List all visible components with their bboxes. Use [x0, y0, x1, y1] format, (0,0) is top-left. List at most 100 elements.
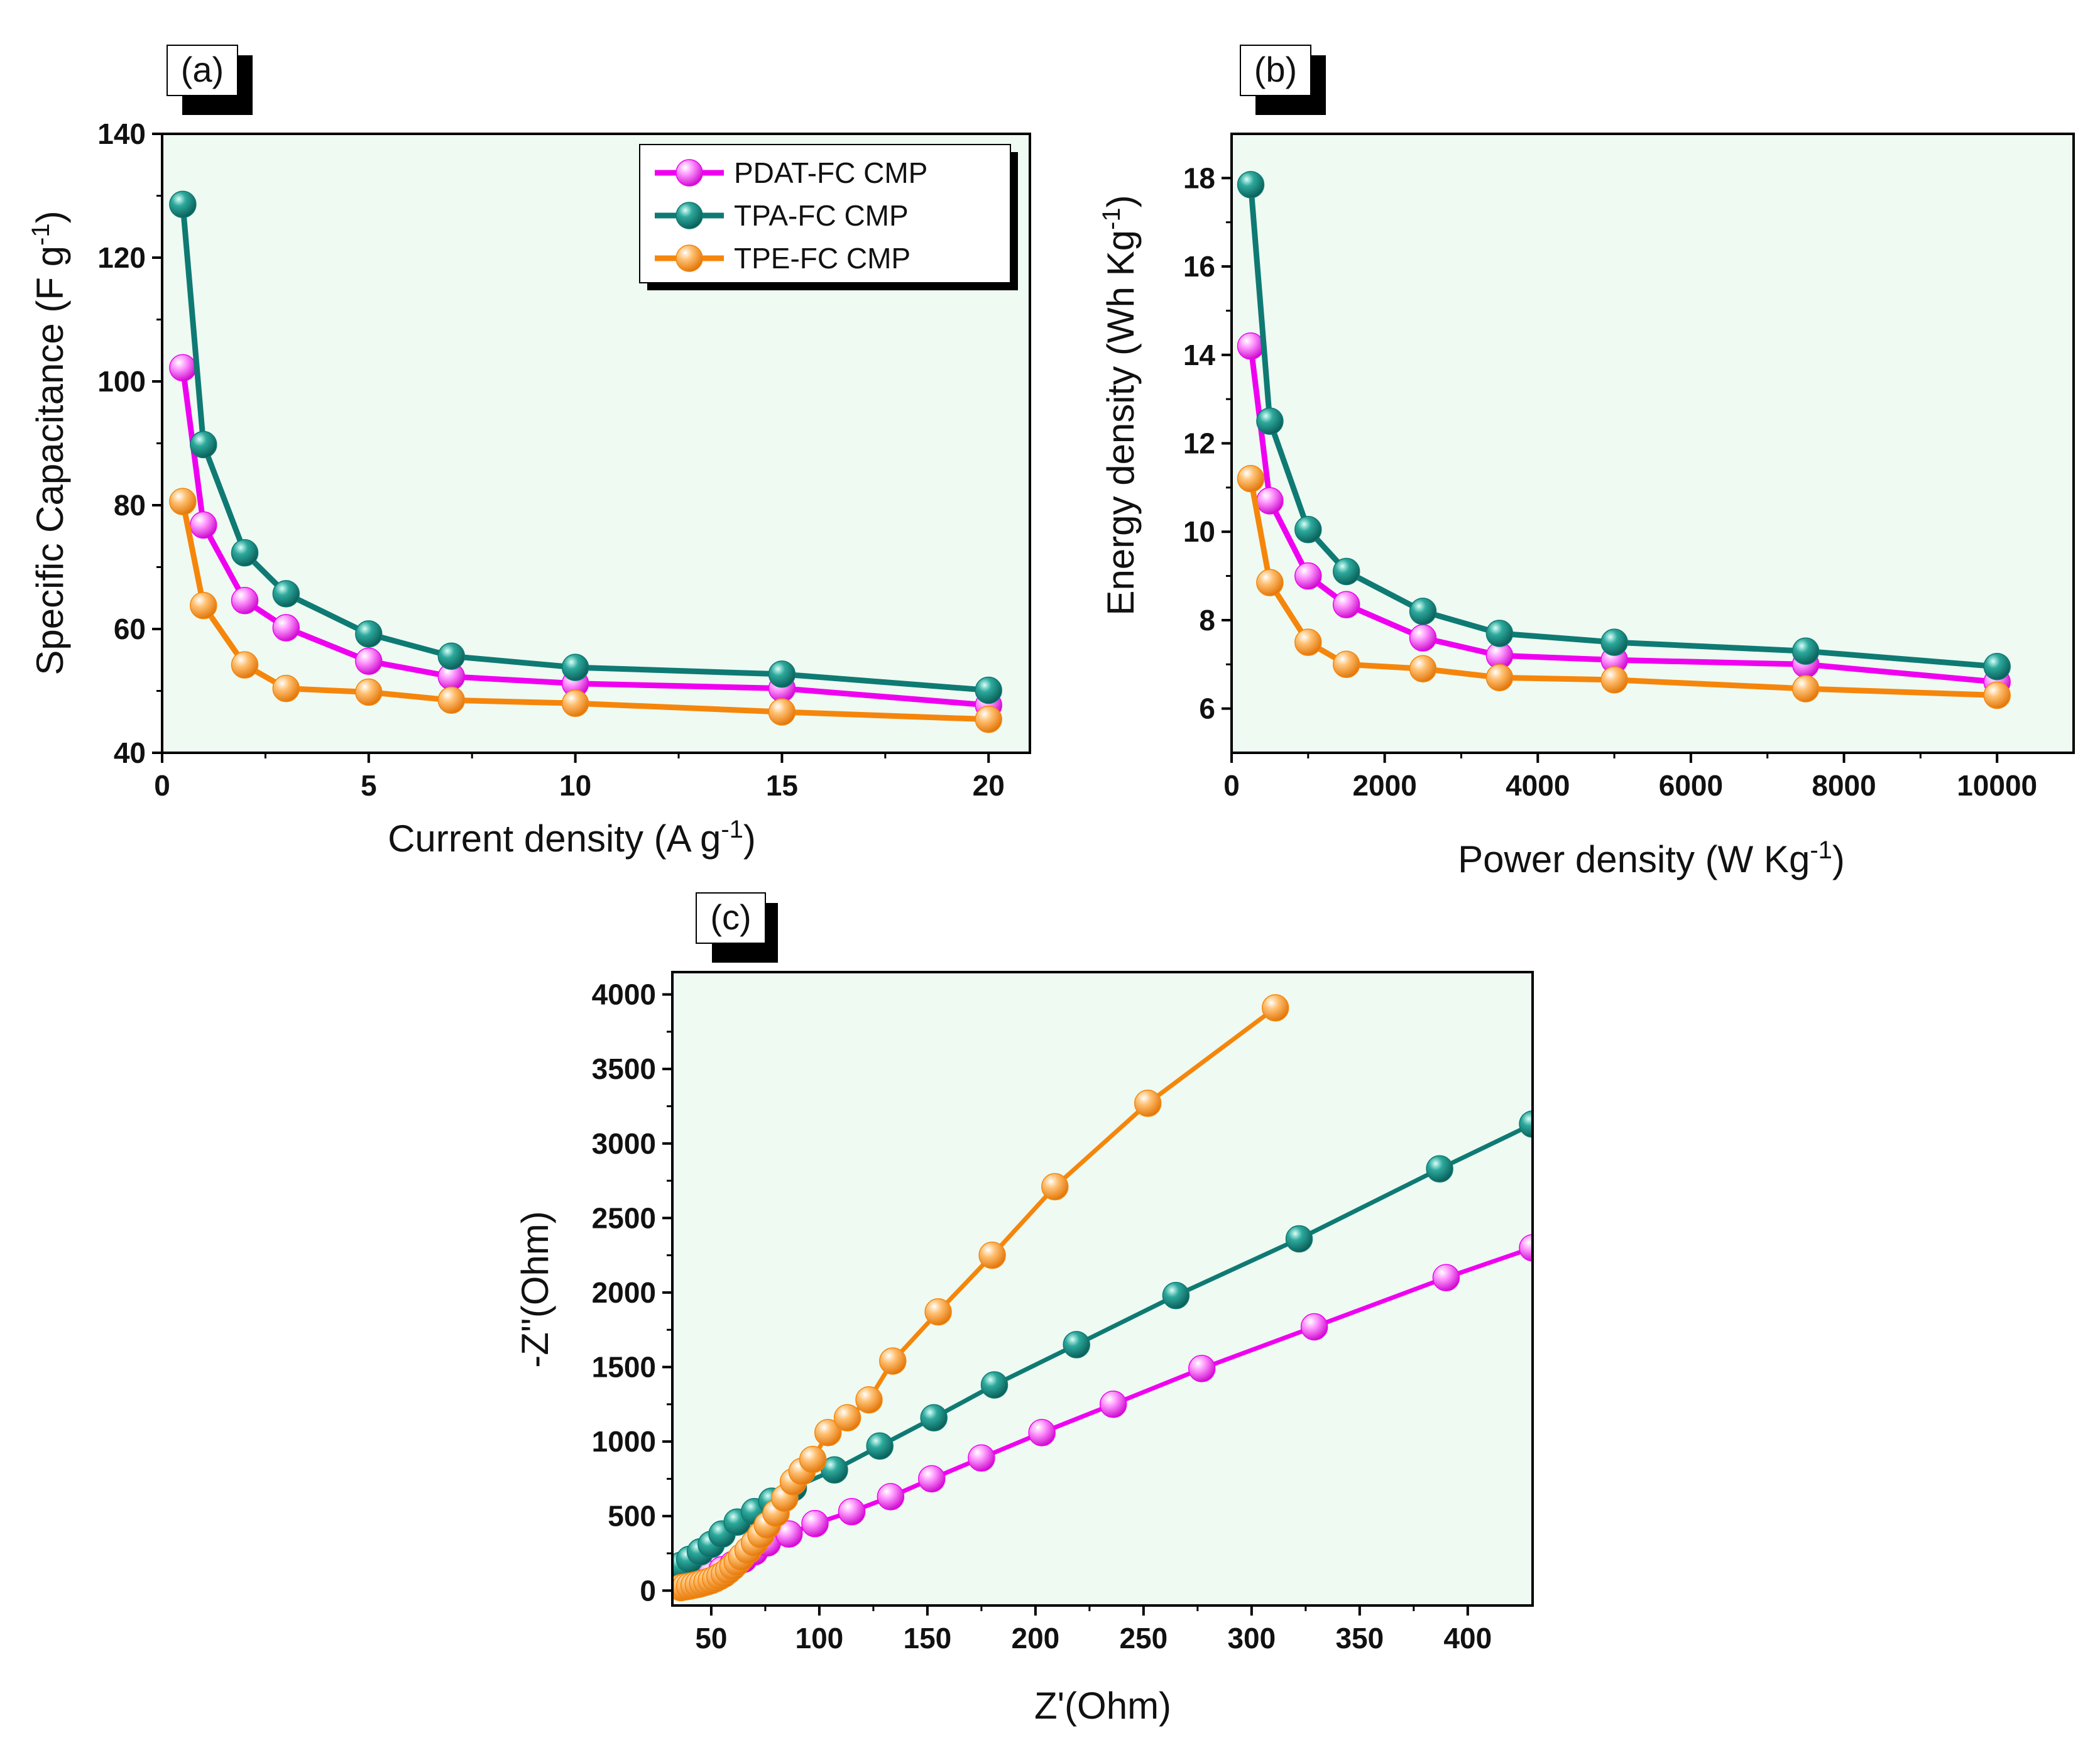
panel-c-label-box — [696, 892, 766, 944]
panel-a-pdat-fc-cmp-point — [272, 614, 300, 642]
panel-c-pdat-fc-cmp-point — [1099, 1391, 1127, 1418]
panel-a-tpa-fc-cmp-point — [231, 539, 259, 567]
panel-b-x-tick-label: 10000 — [1957, 769, 2037, 802]
panel-b-tpa-fc-cmp-point — [1294, 515, 1322, 544]
panel-c-tpa-fc-cmp-point — [1063, 1331, 1090, 1359]
panel-b-x-tick-label: 0 — [1223, 769, 1240, 802]
panel-a-x-tick-label: 10 — [559, 769, 591, 802]
panel-a-tpe-fc-cmp-point — [561, 689, 589, 717]
panel-b-tpe-fc-cmp-point — [1332, 650, 1360, 679]
panel-b-tpe-fc-cmp-point — [1791, 675, 1820, 703]
panel-c-x-tick-label: 200 — [1011, 1622, 1059, 1655]
legend-tpa-fc-cmp-marker — [675, 202, 703, 229]
panel-a-x-axis-title: Current density (A g-1) — [388, 816, 756, 860]
panel-a-y-tick-label: 60 — [114, 613, 146, 645]
panel-a-tpa-fc-cmp-point — [169, 190, 197, 219]
panel-a-x-tick-label: 20 — [973, 769, 1005, 802]
panel-b-pdat-fc-cmp-point — [1294, 562, 1322, 590]
panel-b-y-tick-label: 10 — [1183, 515, 1215, 548]
panel-c-pdat-fc-cmp-point — [1432, 1264, 1460, 1291]
panel-c-x-tick-label: 50 — [695, 1622, 727, 1655]
panel-c-x-tick-label: 350 — [1335, 1622, 1384, 1655]
panel-c-tpe-fc-cmp-point — [814, 1419, 842, 1447]
panel-a-x-tick-label: 0 — [154, 769, 170, 802]
panel-c-tpa-fc-cmp-point — [866, 1432, 894, 1460]
panel-a-pdat-fc-cmp-point — [231, 586, 259, 615]
panel-c-tpe-fc-cmp-point — [1134, 1089, 1162, 1117]
panel-c-tpa-fc-cmp-point — [1426, 1155, 1453, 1183]
panel-c-y-tick-label: 3500 — [592, 1053, 656, 1085]
panel-a-tpe-fc-cmp-point — [355, 678, 383, 706]
legend-tpa-fc-cmp-label: TPA-FC CMP — [734, 199, 909, 232]
panel-a-y-tick-label: 80 — [114, 489, 146, 522]
legend-pdat-fc-cmp-marker — [675, 159, 703, 187]
panel-b-pdat-fc-cmp-point — [1332, 591, 1360, 619]
panel-a-tpe-fc-cmp-point — [437, 686, 466, 714]
panel-b-tpe-fc-cmp-point — [1600, 666, 1628, 694]
panel-a-tpe-fc-cmp-point — [169, 488, 197, 515]
panel-b-plot-background — [1232, 134, 2074, 753]
panel-c-pdat-fc-cmp-point — [1188, 1355, 1216, 1382]
panel-c-pdat-fc-cmp-point — [838, 1497, 866, 1526]
panel-a-tpe-fc-cmp-point — [231, 651, 259, 679]
panel-c-y-tick-label: 4000 — [592, 978, 656, 1011]
panel-c-y-tick-label: 1000 — [592, 1425, 656, 1458]
panel-a-tpe-fc-cmp-point — [272, 674, 300, 703]
panel-a-tpa-fc-cmp-point — [272, 580, 300, 608]
legend-tpe-fc-cmp-label: TPE-FC CMP — [734, 242, 911, 275]
panel-a-label: (a) — [181, 50, 224, 89]
panel-a-y-tick-label: 140 — [97, 118, 146, 150]
panel-b-tpa-fc-cmp-point — [1256, 407, 1284, 435]
panel-a-tpa-fc-cmp-point — [437, 642, 466, 670]
panel-a-x-tick-label: 5 — [361, 769, 377, 802]
panel-a-pdat-fc-cmp-point — [190, 511, 217, 539]
panel-c-pdat-fc-cmp-point — [1519, 1234, 1533, 1262]
panel-b-tpa-fc-cmp-point — [1237, 171, 1265, 199]
panel-b-x-tick-label: 6000 — [1659, 769, 1723, 802]
panel-a-tpa-fc-cmp-point — [561, 654, 589, 681]
panel-c-x-tick-label: 300 — [1227, 1622, 1276, 1655]
panel-b-y-tick-label: 18 — [1183, 161, 1215, 194]
panel-a-y-tick-label: 120 — [97, 241, 146, 274]
panel-b-pdat-fc-cmp-point — [1256, 487, 1284, 515]
panel-c-x-tick-label: 150 — [904, 1622, 952, 1655]
panel-c-tpe-fc-cmp-point — [855, 1386, 883, 1414]
panel-c-chart: (c) 50 100 150 200 250 300 350 4000500100015002… — [514, 892, 1534, 1727]
panel-a-label-box — [167, 45, 238, 96]
panel-c-y-tick-label: 500 — [608, 1500, 656, 1533]
panel-a-chart: (a) PDAT-FC CMP TPA-FC CMP TPE-FC CMP 0 5 10… — [27, 45, 1031, 860]
panel-a-y-tick-label: 40 — [114, 736, 146, 769]
panel-c-tpa-fc-cmp-point — [1162, 1281, 1190, 1310]
panel-c-pdat-fc-cmp-point — [918, 1465, 946, 1493]
panel-c-x-axis-title: Z'(Ohm) — [1034, 1685, 1171, 1727]
panel-b-y-tick-label: 16 — [1183, 250, 1215, 283]
panel-c-x-tick-label: 250 — [1119, 1622, 1168, 1655]
panel-c-pdat-fc-cmp-point — [801, 1509, 829, 1538]
panel-b-tpa-fc-cmp-point — [1332, 557, 1360, 586]
panel-b-tpe-fc-cmp-point — [1294, 628, 1322, 656]
panel-b-tpa-fc-cmp-point — [1485, 620, 1514, 647]
panel-c-tpa-fc-cmp-point — [1285, 1225, 1313, 1253]
panel-c-tpe-fc-cmp-point — [1261, 994, 1289, 1022]
panel-c-tpe-fc-cmp-point — [978, 1241, 1006, 1269]
panel-c-label: (c) — [710, 897, 751, 937]
panel-c-tpe-fc-cmp-point — [799, 1445, 827, 1474]
panel-c-y-axis-title: -Z''(Ohm) — [514, 1211, 556, 1368]
panel-c-y-tick-label: 2000 — [592, 1276, 656, 1309]
panel-b-tpe-fc-cmp-point — [1409, 655, 1437, 683]
panel-c-y-tick-label: 1500 — [592, 1351, 656, 1384]
panel-c-pdat-fc-cmp-point — [1300, 1313, 1328, 1341]
panel-b-pdat-fc-cmp-point — [1409, 624, 1437, 652]
legend-pdat-fc-cmp-label: PDAT-FC CMP — [734, 156, 927, 189]
panel-c-y-tick-label: 0 — [640, 1574, 656, 1607]
panel-c-tpa-fc-cmp-point — [920, 1404, 948, 1431]
panel-c-pdat-fc-cmp-point — [968, 1444, 995, 1472]
panel-c-tpe-fc-cmp-point — [879, 1347, 907, 1375]
panel-a-tpa-fc-cmp-point — [190, 430, 217, 459]
panel-b-x-tick-label: 4000 — [1506, 769, 1570, 802]
panel-a-pdat-fc-cmp-point — [355, 647, 383, 675]
panel-c-plot-frame — [671, 971, 1534, 1607]
panel-b-label: (b) — [1254, 50, 1297, 89]
panel-a-tpa-fc-cmp-point — [768, 660, 796, 688]
